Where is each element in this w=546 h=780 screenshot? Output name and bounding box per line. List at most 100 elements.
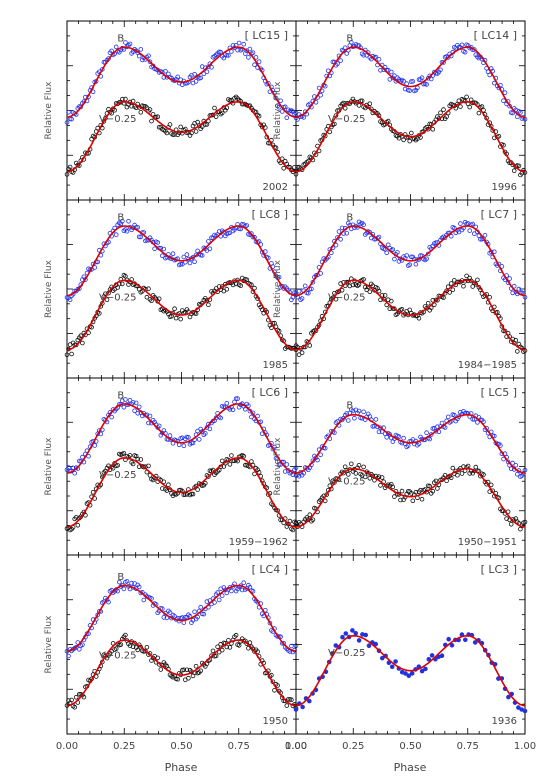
data-point [385,118,391,124]
data-point [373,641,379,647]
data-point [430,127,436,132]
data-point [181,620,187,625]
data-point [73,644,79,650]
data-point [216,229,222,234]
data-point [471,47,477,52]
data-point [293,707,299,712]
data-point [502,328,508,334]
data-point [64,172,70,177]
epoch-label: 1950 [263,716,288,727]
data-point [458,104,463,109]
data-point [224,286,230,292]
data-point [113,44,119,50]
data-point [77,691,82,697]
data-point [461,283,466,289]
data-point [439,653,445,658]
data-point [136,234,142,240]
panel-frame [295,20,526,201]
panel-id-label: [ LC5 ] [481,386,517,399]
data-point [401,137,406,143]
series-v-points [64,632,299,711]
data-point [247,46,253,52]
data-point [419,668,425,674]
data-point [350,408,356,414]
data-point [408,130,414,136]
model-curve [66,279,297,351]
data-point [433,478,439,484]
model-curve [66,46,297,118]
data-point [147,413,153,419]
data-point [304,111,310,117]
curve-label: B [117,390,124,401]
data-point [487,294,493,300]
data-point [238,226,244,232]
data-point [195,487,200,492]
data-point [144,644,150,650]
data-point [275,683,280,688]
data-point [289,697,294,702]
data-point [109,414,114,420]
y-axis-label: Relative Flux [44,615,54,674]
model-curve [295,46,526,118]
data-point [438,110,443,116]
data-point [190,491,196,497]
series-b-points [64,578,299,659]
model-curve [295,279,526,351]
data-point [152,246,157,252]
y-axis-label: Relative Flux [273,437,283,496]
data-point [522,170,528,175]
data-point [207,246,213,252]
data-point [467,104,473,110]
data-point [382,293,388,298]
data-point [175,74,181,80]
data-point [482,233,488,238]
data-point [227,645,233,650]
data-point [241,41,247,47]
panel-lc14: B V−0.25 [ LC14 ] 1996 Relative Flux [273,20,528,201]
data-point [379,655,385,661]
data-point [203,122,208,127]
data-point [448,233,454,239]
data-point [252,285,257,291]
data-point [410,498,416,504]
data-point [136,53,142,59]
data-point [129,103,134,109]
data-point [100,67,105,72]
data-point [501,98,506,103]
curve-label: V−0.25 [99,293,137,304]
data-point [115,588,120,594]
data-point [184,667,190,673]
data-point [388,298,394,304]
data-point [514,349,520,354]
data-point [213,653,219,659]
panel-lc5: B V−0.25 [ LC5 ] 1950−1951 Relative Flux [273,377,528,556]
data-point [387,306,393,312]
data-point [123,632,128,638]
data-point [341,100,346,106]
data-point [172,306,177,312]
data-point [293,465,299,471]
data-point [146,463,151,469]
data-point [361,277,366,282]
data-point [305,290,311,296]
data-point [124,228,130,234]
data-point [498,443,503,448]
data-point [224,105,230,111]
panel-id-label: [ LC14 ] [474,29,517,42]
data-point [302,283,308,289]
data-point [127,397,133,403]
data-point [227,462,233,467]
panel-id-label: [ LC4 ] [252,563,288,576]
data-point [425,300,431,306]
data-point [450,287,456,293]
x-tick-label: 0.75 [228,741,250,752]
data-point [136,404,142,410]
data-point [324,492,330,497]
data-point [224,644,230,650]
data-point [381,296,386,302]
data-point [356,408,362,414]
data-point [276,105,282,110]
data-point [233,632,239,638]
data-point [81,694,87,700]
